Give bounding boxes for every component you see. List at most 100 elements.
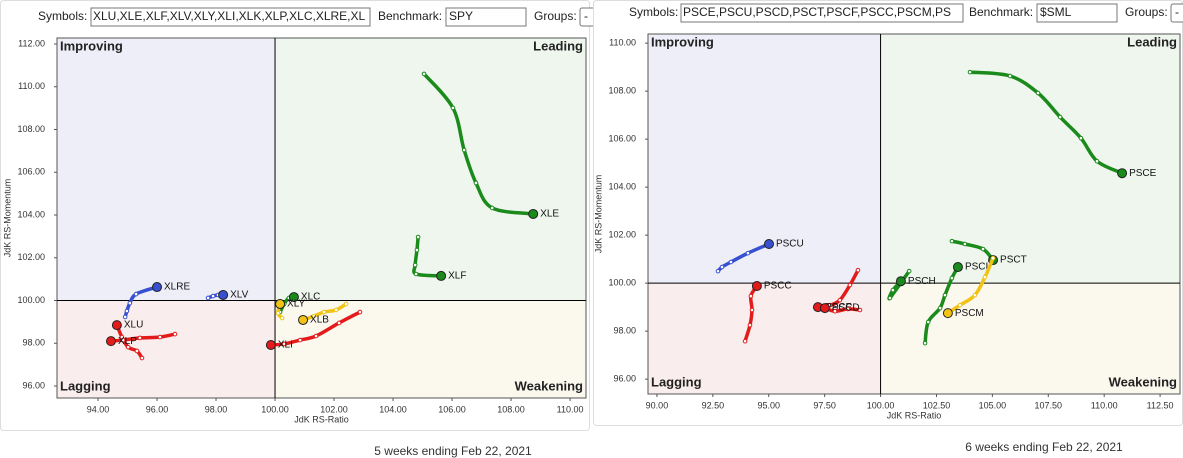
series-label: PSCU <box>776 239 804 250</box>
head-point <box>111 320 122 331</box>
tail-point <box>297 337 303 343</box>
quadrant-weakening <box>275 300 586 398</box>
head-point <box>942 308 953 319</box>
symbols-input[interactable] <box>90 7 371 27</box>
series-label: XLV <box>230 290 248 301</box>
tail-point <box>1078 135 1084 141</box>
tail-point <box>210 293 216 299</box>
tail-point <box>845 306 851 312</box>
tail-point <box>719 264 725 270</box>
tail-point <box>1035 90 1041 96</box>
tail-point <box>139 355 145 361</box>
head-point <box>275 298 286 309</box>
quadrant-label: Weakening <box>515 378 583 393</box>
series-label: XLU <box>124 320 143 331</box>
tail-point <box>205 295 211 301</box>
x-tick-label: 104.00 <box>379 404 407 414</box>
x-tick-label: 110.00 <box>1091 400 1118 410</box>
x-tick-label: 107.50 <box>1035 400 1063 410</box>
tail-point <box>357 309 363 315</box>
quadrant-label: Leading <box>1127 34 1177 49</box>
caption: 6 weeks ending Feb 22, 2021 <box>965 440 1123 454</box>
tail-point <box>745 250 751 256</box>
groups-select[interactable] <box>1170 3 1183 23</box>
y-tick-label: 110.00 <box>609 37 636 47</box>
series-label: XLY <box>287 299 305 310</box>
tail-line <box>950 239 995 262</box>
tail-point <box>157 334 163 340</box>
head-point <box>895 276 906 287</box>
tail-point <box>847 282 853 288</box>
tail-point <box>281 341 287 347</box>
benchmark-value: SPY <box>449 9 473 23</box>
head-point <box>288 292 299 303</box>
benchmark-input[interactable] <box>445 7 527 27</box>
quadrant-weakening <box>880 283 1180 394</box>
x-tick-label: 102.50 <box>923 400 951 410</box>
series-label: PSCI <box>965 262 988 273</box>
tail-point <box>127 300 133 306</box>
head-point <box>1117 168 1128 179</box>
tail-point <box>957 302 963 308</box>
benchmark-input[interactable] <box>1036 3 1118 23</box>
quadrant-leading <box>880 34 1180 284</box>
series-label: PSCM <box>955 308 984 319</box>
tail-point <box>413 271 419 277</box>
groups-label: Groups: <box>1125 5 1168 19</box>
x-tick-label: 106.00 <box>438 404 466 414</box>
tail-point <box>275 310 281 316</box>
head-point <box>819 303 830 314</box>
groups-value: - <box>584 9 588 23</box>
tail-point <box>311 313 317 319</box>
y-tick-label: 102.00 <box>17 252 45 262</box>
head-point <box>218 289 229 300</box>
tail-point <box>1007 73 1013 79</box>
tail-point <box>887 295 893 301</box>
tail-point <box>742 338 748 344</box>
tail-point <box>949 238 955 244</box>
tail-point <box>421 71 427 77</box>
benchmark-value: $SML <box>1040 5 1072 19</box>
head-point <box>952 262 963 273</box>
series-label: XLI <box>278 340 293 351</box>
tail-point <box>279 315 285 321</box>
series-label: XLC <box>301 292 320 303</box>
y-axis-label: JdK RS-Momentum <box>2 179 12 258</box>
tail-point <box>122 314 128 320</box>
tail-point <box>749 307 755 313</box>
x-tick-label: 102.00 <box>320 404 348 414</box>
x-tick-label: 100.00 <box>867 400 895 410</box>
tail-point <box>990 255 996 261</box>
quadrant-improving <box>57 38 276 301</box>
quadrant-label: Improving <box>60 38 123 53</box>
series-label: PSCC <box>764 281 792 292</box>
y-tick-label: 110.00 <box>18 81 45 91</box>
tail-point <box>450 105 456 111</box>
head-point <box>528 208 539 219</box>
quadrant-label: Lagging <box>60 378 111 393</box>
series-label: PSCE <box>1129 168 1157 179</box>
tail-point <box>489 205 495 211</box>
y-tick-label: 106.00 <box>17 167 45 177</box>
x-tick-label: 95.00 <box>757 400 780 410</box>
symbols-input[interactable] <box>680 3 964 23</box>
tail-point <box>972 292 978 298</box>
x-tick-label: 110.00 <box>557 404 584 414</box>
series-label: XLRE <box>164 282 190 293</box>
series-label: PSCF <box>825 302 852 313</box>
x-tick-label: 108.00 <box>497 404 525 414</box>
head-point <box>298 314 309 325</box>
tail-point <box>414 247 420 253</box>
tail-point <box>855 267 861 273</box>
x-tick-label: 92.50 <box>702 400 725 410</box>
x-tick-label: 94.00 <box>87 404 110 414</box>
symbols-value: PSCE,PSCU,PSCD,PSCT,PSCF,PSCC,PSCM,PS <box>683 5 951 19</box>
symbols-value: XLU,XLE,XLF,XLV,XLY,XLI,XLK,XLP,XLC,XLRE… <box>93 9 366 23</box>
tail-point <box>857 307 863 313</box>
tail-point <box>980 246 986 252</box>
tail-point <box>336 320 342 326</box>
tail-point <box>748 293 754 299</box>
rrg-panel: Symbols: PSCE,PSCU,PSCD,PSCT,PSCF,PSCC,PS… <box>593 0 1183 454</box>
tail-point <box>982 274 988 280</box>
